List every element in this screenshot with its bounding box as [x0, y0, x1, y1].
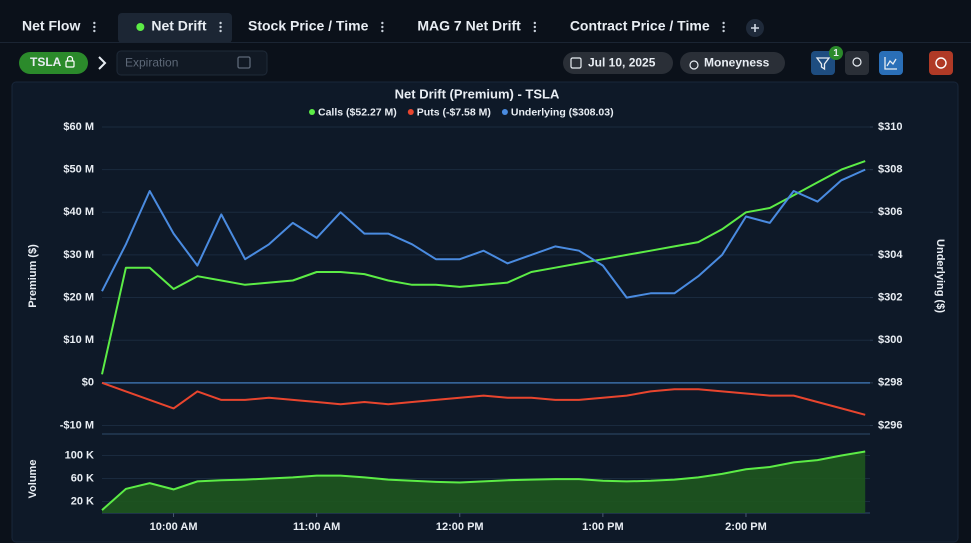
active-dot	[136, 23, 145, 31]
ticker-chip[interactable]	[19, 52, 88, 74]
legend-marker	[309, 109, 315, 115]
tab-menu-dot	[93, 29, 96, 33]
y-tick-label: 100 K	[65, 449, 94, 461]
tab-menu-dot	[381, 21, 384, 25]
y-tick-label: $60 M	[63, 121, 94, 133]
y-tick-label: $0	[82, 377, 94, 389]
y2-tick-label: $310	[878, 121, 902, 133]
tab-menu-dot	[219, 29, 222, 33]
lock-shackle	[66, 55, 74, 61]
y2-tick-label: $306	[878, 206, 902, 218]
moneyness: Moneyness	[704, 56, 770, 70]
series-line	[101, 381, 866, 416]
filter-badge	[829, 46, 843, 60]
chart-title: Net Drift (Premium) - TSLA	[395, 86, 560, 101]
chart-icon	[884, 57, 897, 70]
series-line	[101, 168, 866, 299]
tab-menu-dot	[533, 21, 537, 25]
tab-label[interactable]: Net Flow	[22, 18, 80, 34]
tab-menu-dot	[722, 29, 725, 33]
y2-tick-label: $296	[878, 419, 902, 431]
tab-menu-dot	[722, 25, 725, 29]
chart-panel	[11, 81, 959, 543]
y2-tick-label: $300	[878, 334, 902, 346]
tab-menu-dot	[93, 25, 96, 29]
bulb-icon	[852, 57, 862, 67]
reset-button[interactable]	[929, 51, 953, 75]
moneyness-chip[interactable]	[680, 52, 785, 74]
y-tick-label: $50 M	[63, 164, 94, 176]
x-tick-label: 10:00 AM	[150, 521, 198, 533]
x-tick-label: 12:00 PM	[436, 521, 484, 533]
tab-label[interactable]: MAG 7 Net Drift	[417, 18, 521, 34]
tab-menu-dot	[533, 29, 537, 33]
x-tick-label: 1:00 PM	[582, 521, 624, 533]
tab-label[interactable]: Stock Price / Time	[248, 18, 369, 34]
legend-marker	[501, 109, 508, 115]
tab-label[interactable]: Net Drift	[151, 18, 207, 34]
filter-count: 1	[833, 48, 839, 59]
legend-marker	[407, 109, 414, 115]
y2-axis-label: Underlying ($)	[934, 239, 946, 313]
tab-menu-dot	[722, 21, 725, 25]
date-chip[interactable]	[563, 52, 673, 74]
legend: Calls ($52.27 M) Puts (-$7.58 M) Underlyin…	[309, 106, 614, 118]
reset-icon	[935, 57, 947, 69]
tab-bar: Net Flow Net Drift Stock Price / Time MAG 7…	[22, 18, 725, 34]
tab-label[interactable]: Contract Price / Time	[570, 18, 710, 34]
area-line	[101, 450, 866, 511]
tab-menu-dot	[381, 25, 384, 29]
calendar-icon	[570, 57, 582, 69]
y-tick-label: $30 M	[63, 249, 94, 261]
y-axis-label: Premium ($)	[27, 244, 39, 308]
legend-label: Calls ($52.27 M)	[318, 106, 397, 118]
tab-menu-dot	[219, 25, 222, 29]
chevron[interactable]	[98, 56, 107, 70]
chart-button[interactable]	[879, 51, 903, 75]
filter-icon	[815, 57, 831, 71]
legend-label: Puts (-$7.58 M)	[417, 106, 491, 118]
tab-menu-dot	[533, 25, 537, 29]
tab-menu-dot	[93, 21, 96, 25]
y2-tick-label: $298	[878, 377, 902, 389]
expiration-input[interactable]	[116, 50, 268, 76]
ticker: TSLA	[30, 55, 62, 69]
legend-label: Underlying ($308.03)	[511, 106, 614, 118]
y2-tick-label: $304	[878, 249, 903, 261]
divider	[0, 42, 971, 43]
plots: $60 M $50 M $40 M $30 M $20 M $10 M $0 -$10 M $3…	[60, 121, 904, 533]
active-tab-bg	[118, 13, 232, 43]
add-icon	[751, 24, 759, 32]
y2-tick-label: $302	[878, 291, 902, 303]
filter-button[interactable]	[811, 51, 835, 75]
date: Jul 10, 2025	[588, 56, 656, 70]
tab-menu-dot	[219, 21, 222, 25]
y-tick-label: $10 M	[63, 334, 94, 346]
volume-axis-label: Volume	[27, 460, 39, 499]
y-tick-label: -$10 M	[60, 419, 94, 431]
y-tick-label: 60 K	[71, 472, 94, 484]
x-tick-label: 11:00 AM	[293, 521, 340, 533]
bag-icon	[689, 60, 699, 70]
y2-tick-label: $308	[878, 164, 902, 176]
y-tick-label: $20 M	[63, 291, 94, 303]
insight-button[interactable]	[845, 51, 869, 75]
y-tick-label: $40 M	[63, 206, 94, 218]
lock-icon	[65, 60, 75, 68]
y-tick-label: 20 K	[71, 495, 94, 507]
x-tick-label: 2:00 PM	[725, 521, 767, 533]
series-line	[101, 160, 866, 375]
tab-menu-dot	[381, 29, 384, 33]
calendar-icon	[237, 56, 251, 69]
expiration-placeholder: Expiration	[125, 56, 178, 70]
